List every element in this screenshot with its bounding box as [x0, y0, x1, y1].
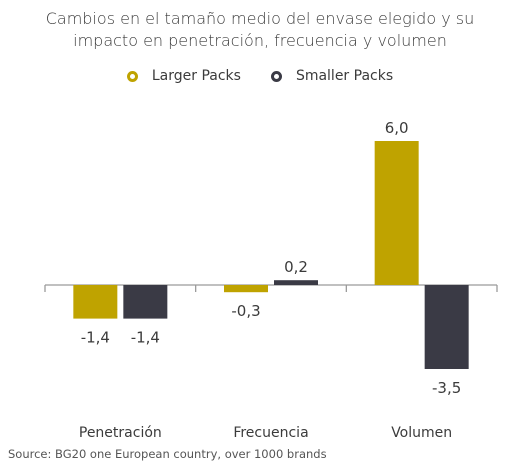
legend-swatch-smaller-packs: [270, 70, 282, 82]
x-tick-label-frecuencia: Frecuencia: [233, 425, 308, 441]
chart-legend: Larger Packs Smaller Packs: [0, 68, 520, 84]
data-label-smaller-packs-penetracion: -1,4: [131, 329, 160, 347]
legend-item-larger-packs: Larger Packs: [126, 68, 241, 84]
legend-label-larger-packs: Larger Packs: [151, 68, 241, 84]
bar-smaller-packs-penetracion: [123, 285, 168, 319]
data-label-smaller-packs-frecuencia: 0,2: [284, 258, 308, 276]
data-label-larger-packs-frecuencia: -0,3: [231, 302, 260, 320]
chart-title: Cambios en el tamaño medio del envase el…: [0, 8, 520, 52]
legend-label-smaller-packs: Smaller Packs: [295, 68, 394, 84]
chart-title-line-1: Cambios en el tamaño medio del envase el…: [45, 9, 475, 28]
source-note: Source: BG20 one European country, over …: [8, 447, 327, 461]
data-label-larger-packs-penetracion: -1,4: [81, 329, 110, 347]
data-label-larger-packs-volumen: 6,0: [385, 119, 409, 137]
x-tick-label-volumen: Volumen: [391, 425, 452, 441]
legend-item-smaller-packs: Smaller Packs: [270, 68, 394, 84]
x-tick-label-penetracion: Penetración: [79, 425, 162, 441]
bar-larger-packs-frecuencia: [224, 285, 268, 293]
bar-smaller-packs-frecuencia: [274, 280, 318, 285]
bar-larger-packs-penetracion: [73, 285, 118, 319]
chart-title-line-2: impacto en penetración, frecuencia y vol…: [73, 31, 447, 50]
bar-larger-packs-volumen: [374, 141, 419, 285]
data-label-smaller-packs-volumen: -3,5: [432, 379, 461, 397]
legend-swatch-larger-packs: [126, 70, 138, 82]
bar-smaller-packs-volumen: [424, 285, 469, 369]
